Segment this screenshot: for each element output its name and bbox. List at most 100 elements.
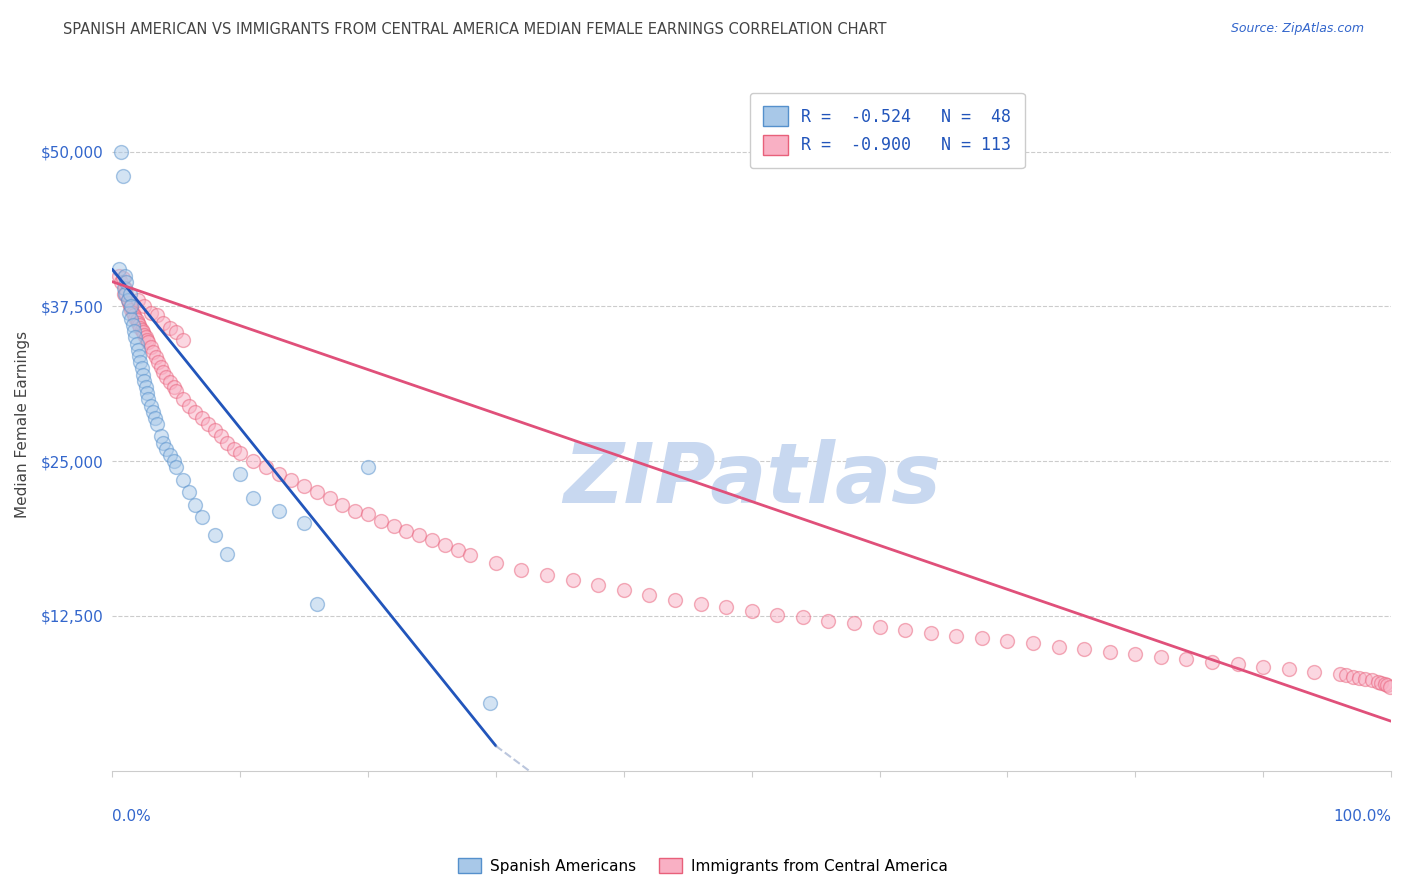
Point: [1251, 659, 1274, 673]
Point: [159, 375, 181, 389]
Point: [1201, 655, 1223, 669]
Point: [139, 340, 162, 354]
Point: [121, 303, 143, 318]
Point: [120, 287, 142, 301]
Point: [135, 330, 157, 344]
Point: [146, 417, 169, 431]
Point: [357, 460, 380, 475]
Point: [142, 405, 165, 419]
Point: [1175, 652, 1198, 666]
Point: [305, 597, 328, 611]
Point: [1098, 645, 1121, 659]
Point: [172, 333, 194, 347]
Point: [460, 549, 482, 563]
Point: [204, 423, 226, 437]
Point: [446, 543, 468, 558]
Point: [370, 514, 392, 528]
Point: [132, 368, 155, 382]
Point: [292, 479, 315, 493]
Point: [510, 563, 533, 577]
Legend: Spanish Americans, Immigrants from Central America: Spanish Americans, Immigrants from Centr…: [451, 852, 955, 880]
Point: [305, 485, 328, 500]
Point: [1226, 657, 1249, 672]
Point: [267, 467, 290, 481]
Point: [344, 504, 367, 518]
Point: [135, 386, 157, 401]
Point: [155, 370, 177, 384]
Point: [766, 607, 789, 622]
Point: [135, 380, 157, 394]
Point: [209, 429, 232, 443]
Point: [1341, 670, 1364, 684]
Point: [191, 510, 214, 524]
Point: [112, 287, 135, 301]
Point: [1374, 677, 1396, 691]
Point: [689, 597, 711, 611]
Point: [1354, 672, 1376, 686]
Point: [478, 696, 501, 710]
Point: [165, 326, 187, 340]
Point: [165, 384, 187, 398]
Point: [613, 582, 636, 597]
Point: [127, 343, 149, 357]
Text: Source: ZipAtlas.com: Source: ZipAtlas.com: [1230, 22, 1364, 36]
Point: [267, 504, 290, 518]
Point: [1303, 665, 1326, 679]
Point: [1329, 667, 1351, 681]
Point: [1123, 648, 1146, 662]
Point: [280, 473, 302, 487]
Point: [222, 442, 245, 456]
Point: [134, 374, 156, 388]
Point: [107, 268, 129, 283]
Text: 100.0%: 100.0%: [1333, 809, 1391, 824]
Point: [136, 392, 159, 407]
Point: [155, 442, 177, 456]
Point: [131, 361, 153, 376]
Point: [149, 429, 172, 443]
Point: [1367, 674, 1389, 689]
Point: [124, 330, 146, 344]
Point: [114, 281, 136, 295]
Point: [1022, 636, 1045, 650]
Point: [111, 169, 134, 184]
Point: [817, 614, 839, 628]
Point: [433, 538, 456, 552]
Point: [197, 417, 219, 431]
Point: [664, 592, 686, 607]
Point: [920, 626, 942, 640]
Point: [995, 633, 1018, 648]
Point: [1150, 649, 1173, 664]
Point: [242, 491, 264, 506]
Point: [638, 588, 661, 602]
Point: [536, 568, 558, 582]
Point: [142, 345, 165, 359]
Point: [1336, 668, 1358, 682]
Point: [741, 604, 763, 618]
Point: [114, 268, 136, 283]
Text: ZIPatlas: ZIPatlas: [562, 439, 941, 520]
Point: [121, 306, 143, 320]
Point: [128, 349, 150, 363]
Point: [118, 295, 141, 310]
Point: [139, 306, 162, 320]
Point: [139, 399, 162, 413]
Point: [117, 293, 139, 308]
Point: [945, 629, 967, 643]
Point: [125, 313, 148, 327]
Point: [136, 335, 159, 350]
Point: [842, 616, 865, 631]
Point: [1361, 673, 1384, 688]
Point: [121, 311, 143, 326]
Point: [149, 360, 172, 375]
Point: [114, 287, 136, 301]
Point: [120, 300, 142, 314]
Text: 0.0%: 0.0%: [112, 809, 150, 824]
Point: [1378, 680, 1400, 694]
Point: [184, 498, 207, 512]
Point: [129, 355, 152, 369]
Point: [191, 410, 214, 425]
Point: [229, 445, 252, 459]
Point: [124, 310, 146, 325]
Point: [1376, 678, 1399, 692]
Point: [184, 405, 207, 419]
